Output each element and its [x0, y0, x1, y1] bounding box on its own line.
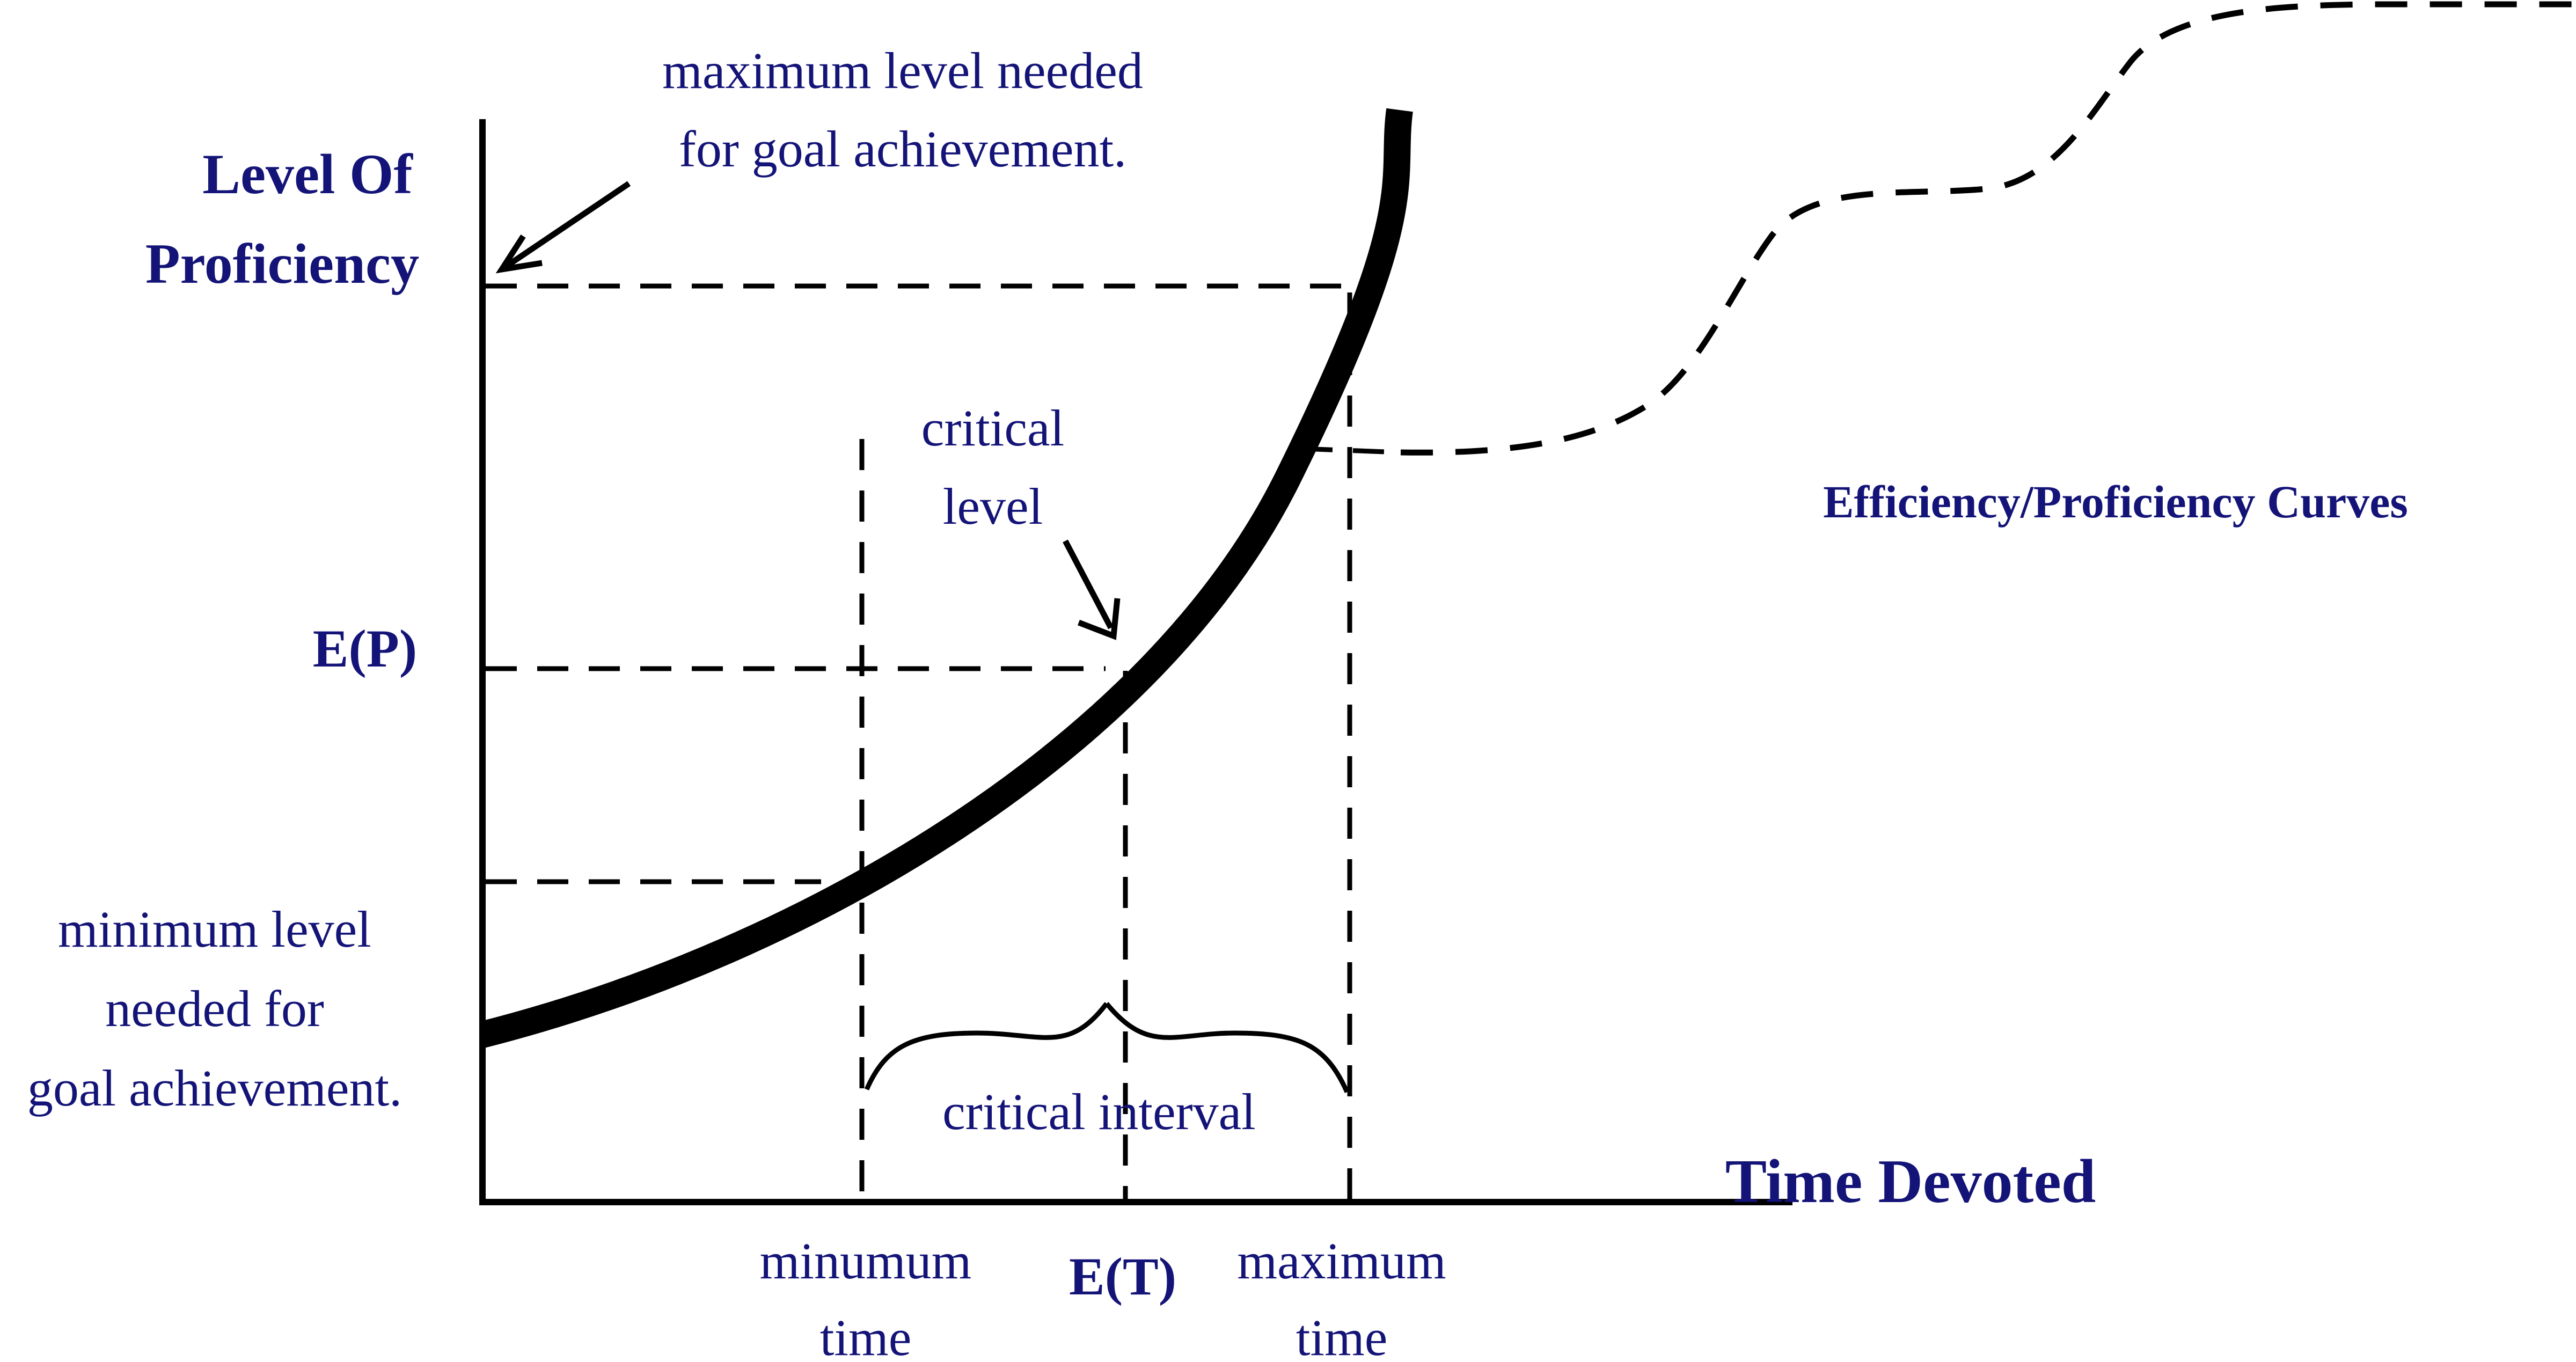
min-level-label-line3: goal achievement. [27, 1059, 402, 1117]
min-time-label-line1: minumum [760, 1232, 972, 1290]
ep-label: E(P) [313, 619, 417, 678]
critical-level-label-line2: level [943, 478, 1043, 535]
max-level-label-line1: maximum level needed [662, 42, 1143, 99]
x-axis-title: Time Devoted [1725, 1147, 2096, 1216]
et-label: E(T) [1069, 1247, 1176, 1306]
critical-level-arrowhead [1078, 598, 1121, 640]
critical-interval-brace [864, 1002, 1350, 1093]
y-axis-title-line2: Proficiency [145, 232, 419, 295]
y-axis-title-line1: Level Of [202, 143, 413, 206]
max-time-tick [1301, 446, 1401, 455]
max-level-arrowhead [495, 235, 543, 274]
critical-interval-label: critical interval [942, 1083, 1256, 1140]
min-level-label-line2: needed for [105, 980, 324, 1037]
min-time-label-line2: time [820, 1309, 912, 1362]
max-level-arrow [505, 181, 631, 268]
max-level-label-line2: for goal achievement. [679, 120, 1126, 178]
min-level-label-line1: minimum level [58, 900, 371, 958]
curves-label: Efficiency/Proficiency Curves [1823, 476, 2408, 528]
critical-level-label-line1: critical [921, 399, 1064, 457]
max-time-label-line2: time [1296, 1309, 1388, 1362]
efficiency-curve-extension [1400, 1, 2576, 456]
critical-level-arrow [1063, 539, 1114, 629]
max-time-label-line1: maximum [1237, 1232, 1446, 1290]
proficiency-curve [479, 108, 1413, 1048]
